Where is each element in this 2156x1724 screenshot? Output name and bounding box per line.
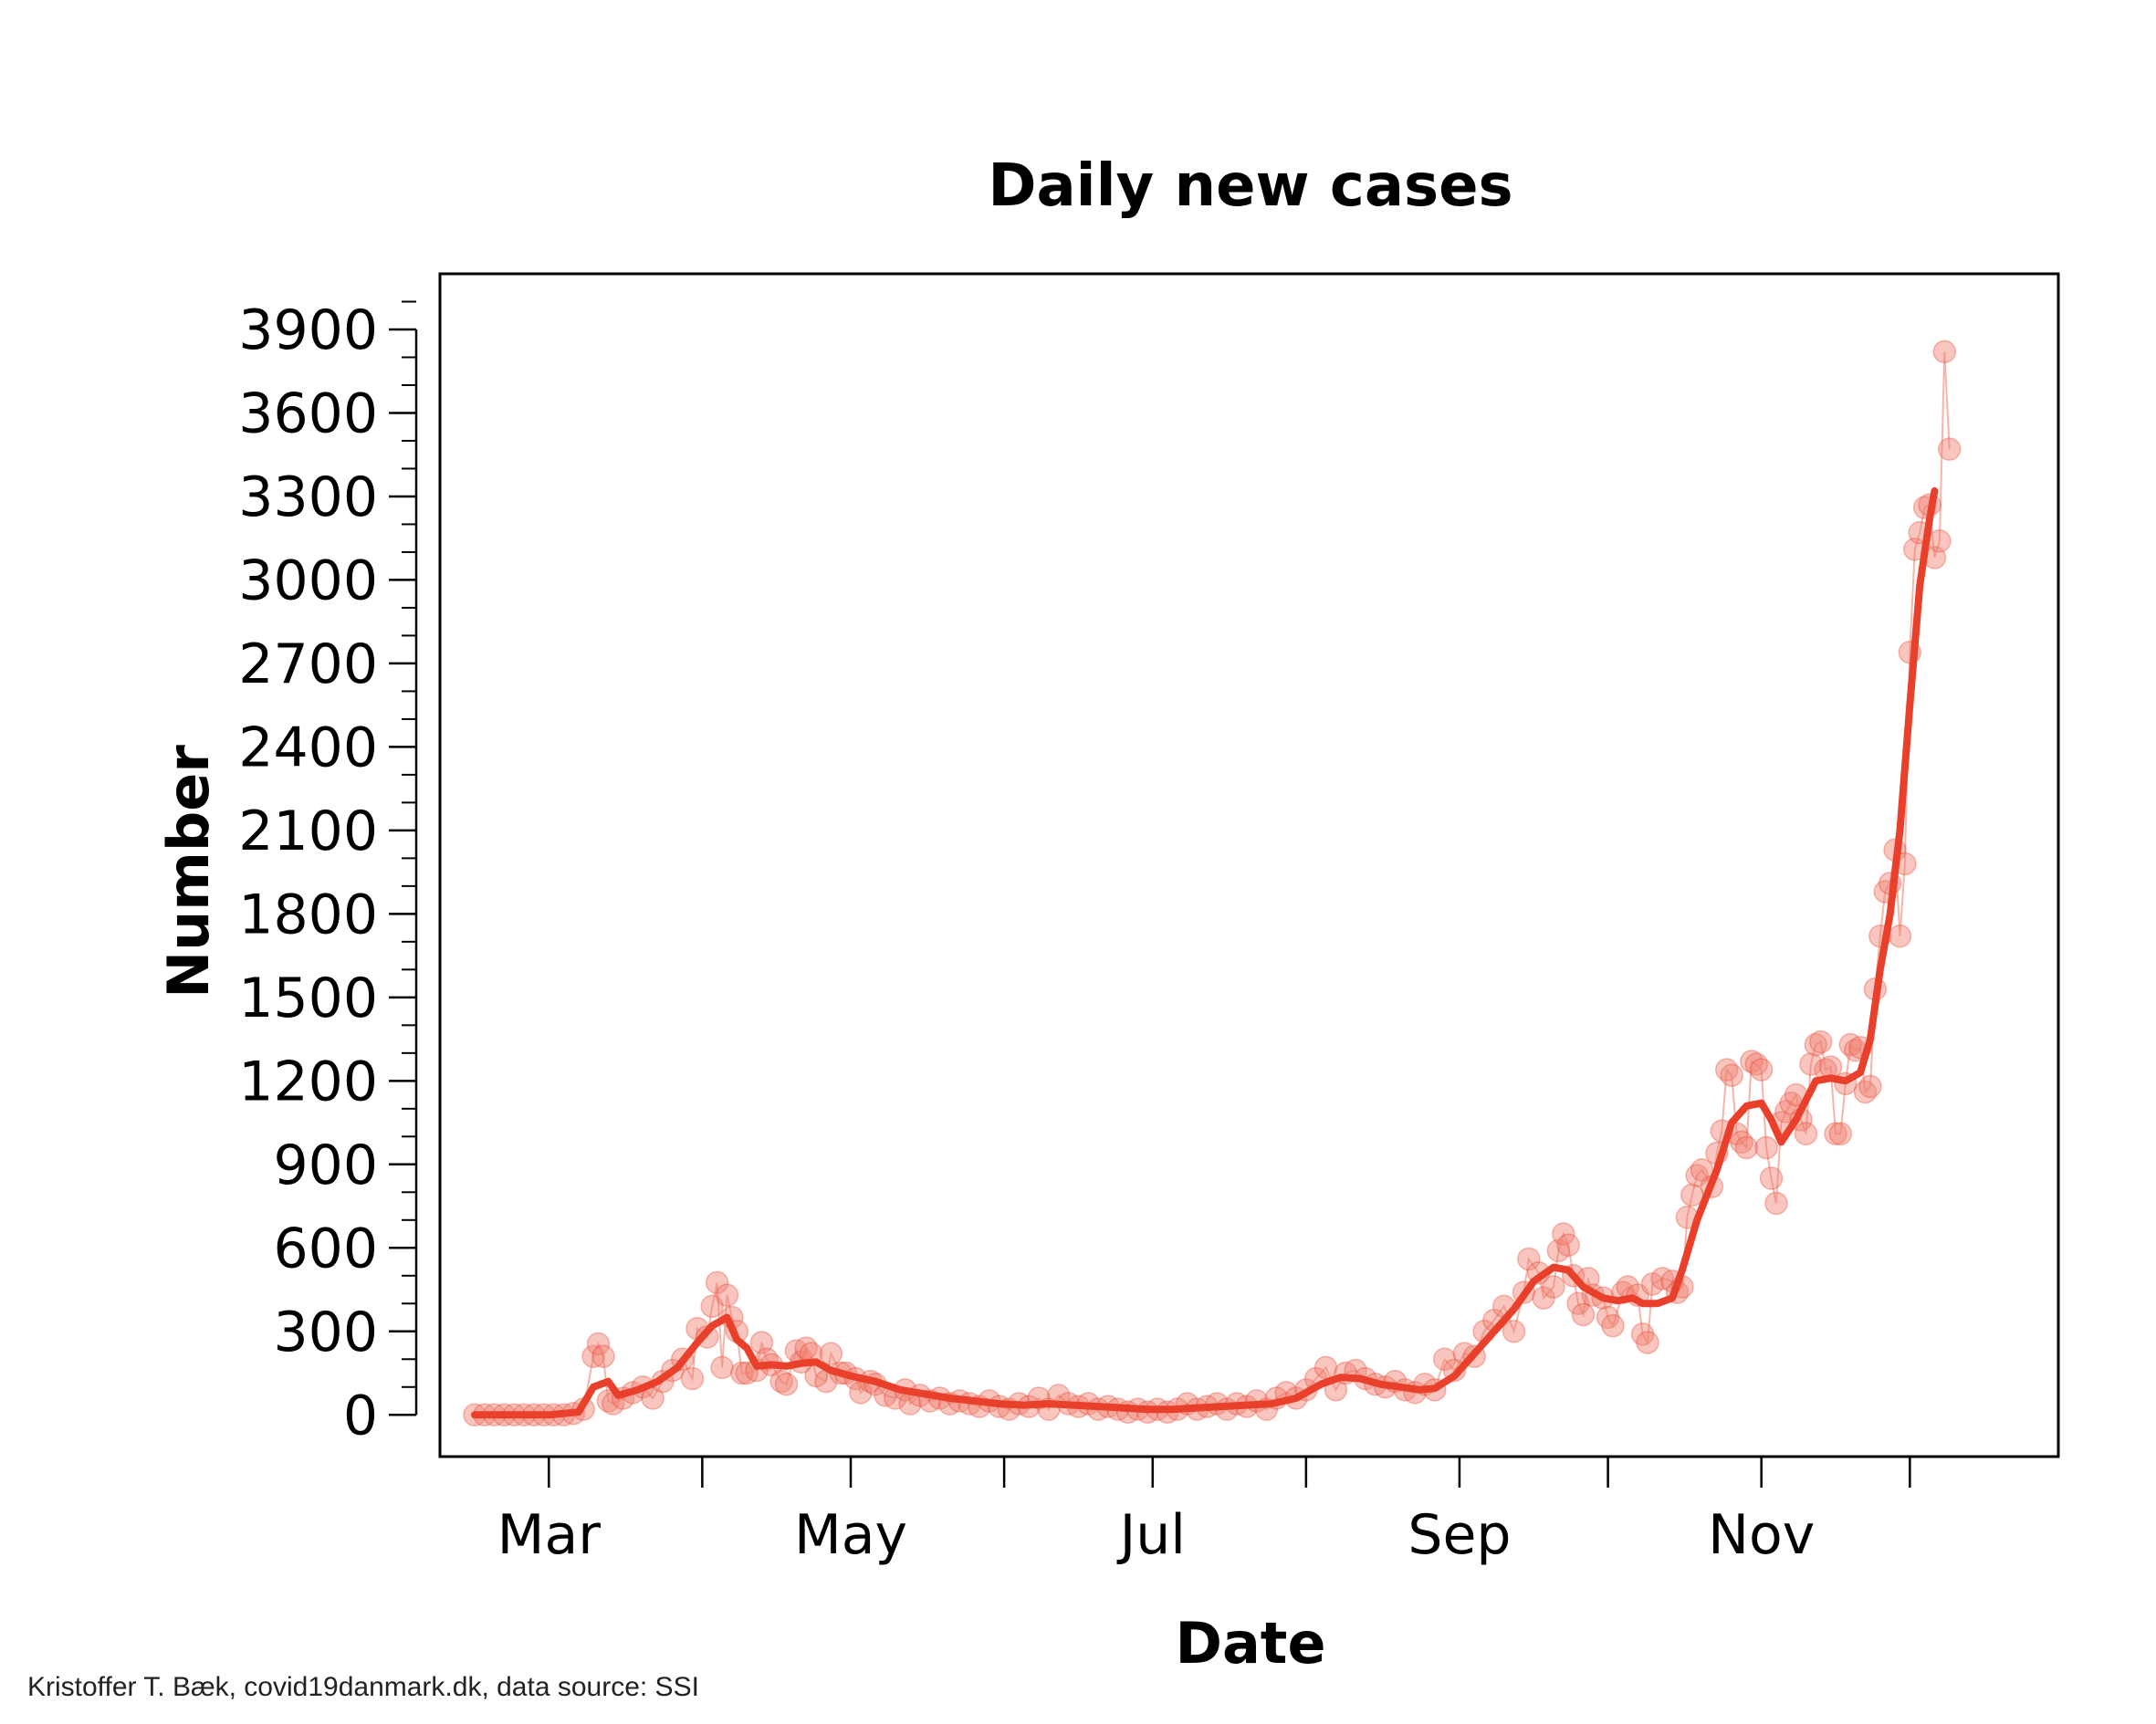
data-point xyxy=(1556,1233,1580,1257)
data-point xyxy=(1546,1238,1571,1263)
data-point xyxy=(1630,1322,1655,1346)
data-point xyxy=(1640,1272,1665,1296)
data-point xyxy=(1808,1029,1833,1054)
x-tick-label: Jul xyxy=(1116,1503,1186,1567)
data-point xyxy=(1759,1166,1784,1190)
raw-series-line xyxy=(475,351,1951,1416)
y-tick-label: 600 xyxy=(273,1217,378,1280)
y-tick-label: 3600 xyxy=(238,381,378,445)
data-point xyxy=(1566,1291,1590,1316)
data-point xyxy=(1749,1058,1774,1081)
y-tick-label: 300 xyxy=(273,1301,378,1364)
y-tick-label: 900 xyxy=(273,1134,378,1197)
x-tick-label: Sep xyxy=(1408,1503,1511,1567)
y-tick-label: 0 xyxy=(343,1384,378,1447)
data-point xyxy=(1928,528,1952,553)
data-point xyxy=(1764,1191,1788,1216)
daily-points xyxy=(463,340,1962,1427)
data-point xyxy=(586,1332,611,1356)
y-tick-label: 2100 xyxy=(238,799,378,863)
y-axis-label: Number xyxy=(155,745,222,998)
data-point xyxy=(1937,437,1962,461)
data-point xyxy=(1754,1135,1778,1160)
data-point xyxy=(1740,1050,1764,1073)
data-point xyxy=(700,1294,724,1319)
daily-raw-line xyxy=(475,351,1951,1416)
y-tick-label: 1200 xyxy=(238,1050,378,1113)
data-point xyxy=(1730,1130,1753,1155)
data-point xyxy=(1714,1058,1739,1081)
x-axis: Mar May Jul Sep Nov xyxy=(497,1457,1911,1567)
chart-title: Daily new cases xyxy=(988,152,1512,220)
credit-text: Kristoffer T. Bæk, covid19danmark.dk, da… xyxy=(27,1672,699,1702)
y-tick-label: 3900 xyxy=(238,298,378,362)
y-axis: 0 300 600 900 1200 1500 1800 2100 2400 2700 3000 33… xyxy=(238,298,418,1447)
data-point xyxy=(1685,1164,1709,1187)
x-tick-label: Nov xyxy=(1708,1503,1815,1567)
data-point xyxy=(1432,1347,1457,1372)
data-point xyxy=(1853,1080,1878,1104)
y-tick-label: 3000 xyxy=(238,549,378,612)
data-point xyxy=(1680,1183,1704,1207)
data-point xyxy=(581,1344,605,1368)
data-point xyxy=(1532,1286,1555,1310)
y-tick-label: 3300 xyxy=(238,465,378,529)
data-point xyxy=(1799,1052,1823,1076)
data-point xyxy=(1502,1320,1526,1343)
data-point xyxy=(1720,1063,1743,1087)
data-point xyxy=(769,1369,793,1394)
x-axis-label: Date xyxy=(1176,1610,1326,1677)
data-point xyxy=(1734,1135,1759,1160)
data-point xyxy=(1828,1122,1853,1146)
plot-frame xyxy=(438,272,2060,1458)
data-point xyxy=(1858,1074,1882,1099)
data-point xyxy=(1932,340,1957,364)
data-point xyxy=(1804,1032,1828,1057)
data-point xyxy=(1601,1313,1625,1338)
data-point xyxy=(1571,1302,1596,1327)
data-point xyxy=(1824,1122,1847,1146)
data-point xyxy=(1313,1355,1338,1380)
y-tick-label: 1800 xyxy=(238,883,378,946)
data-point xyxy=(729,1361,754,1385)
x-tick-label: Mar xyxy=(497,1503,602,1567)
y-tick-label: 2700 xyxy=(238,632,378,696)
data-point xyxy=(1744,1052,1769,1076)
data-point xyxy=(794,1336,818,1360)
smoothed-series-line xyxy=(471,486,1939,1419)
data-point xyxy=(1636,1331,1659,1354)
data-point xyxy=(774,1372,799,1396)
data-point xyxy=(1794,1122,1818,1146)
data-point xyxy=(1517,1247,1541,1271)
y-tick-label: 1500 xyxy=(238,966,378,1030)
data-point xyxy=(1838,1032,1863,1057)
data-point xyxy=(710,1355,734,1380)
data-point xyxy=(1552,1222,1575,1246)
data-point xyxy=(715,1283,739,1307)
y-tick-label: 2400 xyxy=(238,716,378,779)
data-point xyxy=(1542,1275,1565,1299)
data-point xyxy=(735,1361,759,1385)
x-tick-label: May xyxy=(794,1503,907,1567)
data-point xyxy=(705,1270,729,1295)
data-point xyxy=(591,1344,615,1368)
smoothed-line xyxy=(471,486,1939,1419)
data-point xyxy=(596,1389,621,1413)
data-point xyxy=(680,1366,705,1391)
data-point xyxy=(1650,1267,1674,1290)
data-point xyxy=(819,1342,843,1365)
data-point xyxy=(1596,1305,1620,1330)
data-point xyxy=(749,1331,774,1354)
data-point xyxy=(1888,925,1912,948)
